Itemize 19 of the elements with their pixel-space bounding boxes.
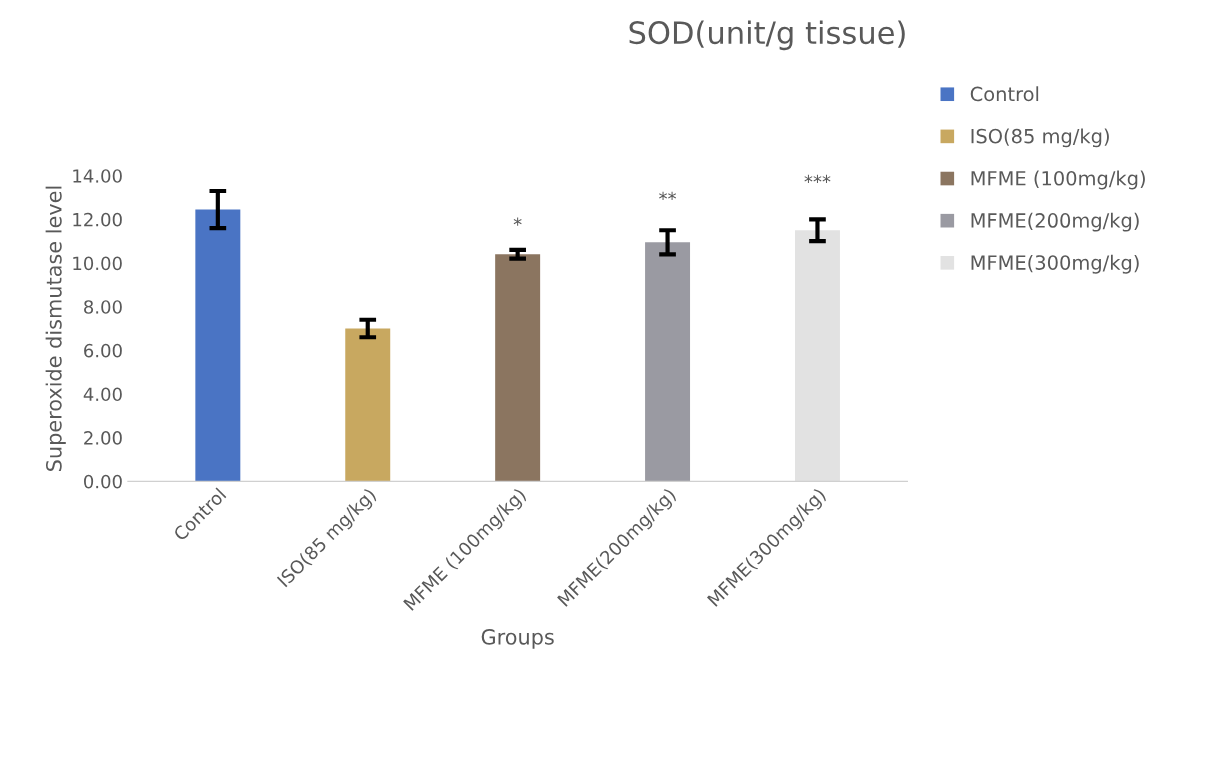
annotation: ** (659, 191, 677, 200)
y-tick-label: 0.00 (84, 474, 122, 489)
y-axis-title: Superoxide dismutase level (45, 186, 66, 471)
y-tick-label: 8.00 (84, 300, 122, 314)
chart-title: SOD(unit/g tissue) (629, 20, 905, 51)
y-tick-label: 10.00 (73, 256, 122, 271)
annotation: * (513, 217, 522, 226)
legend-label: ISO(85 mg/kg) (971, 128, 1109, 148)
y-tick-label: 4.00 (83, 387, 122, 402)
y-tick-label: 2.00 (84, 431, 122, 445)
y-tick-label: 14.00 (73, 169, 122, 183)
legend-label: MFME (100mg/kg) (971, 170, 1145, 190)
y-tick-label: 6.00 (84, 343, 122, 358)
legend-label: MFME(300mg/kg) (971, 254, 1139, 274)
y-tick-label: 12.00 (73, 212, 122, 227)
annotation: *** (804, 174, 831, 183)
legend-label: MFME(200mg/kg) (971, 212, 1139, 232)
legend-label: Control (970, 86, 1039, 102)
x-axis-title: Groups (481, 628, 554, 649)
